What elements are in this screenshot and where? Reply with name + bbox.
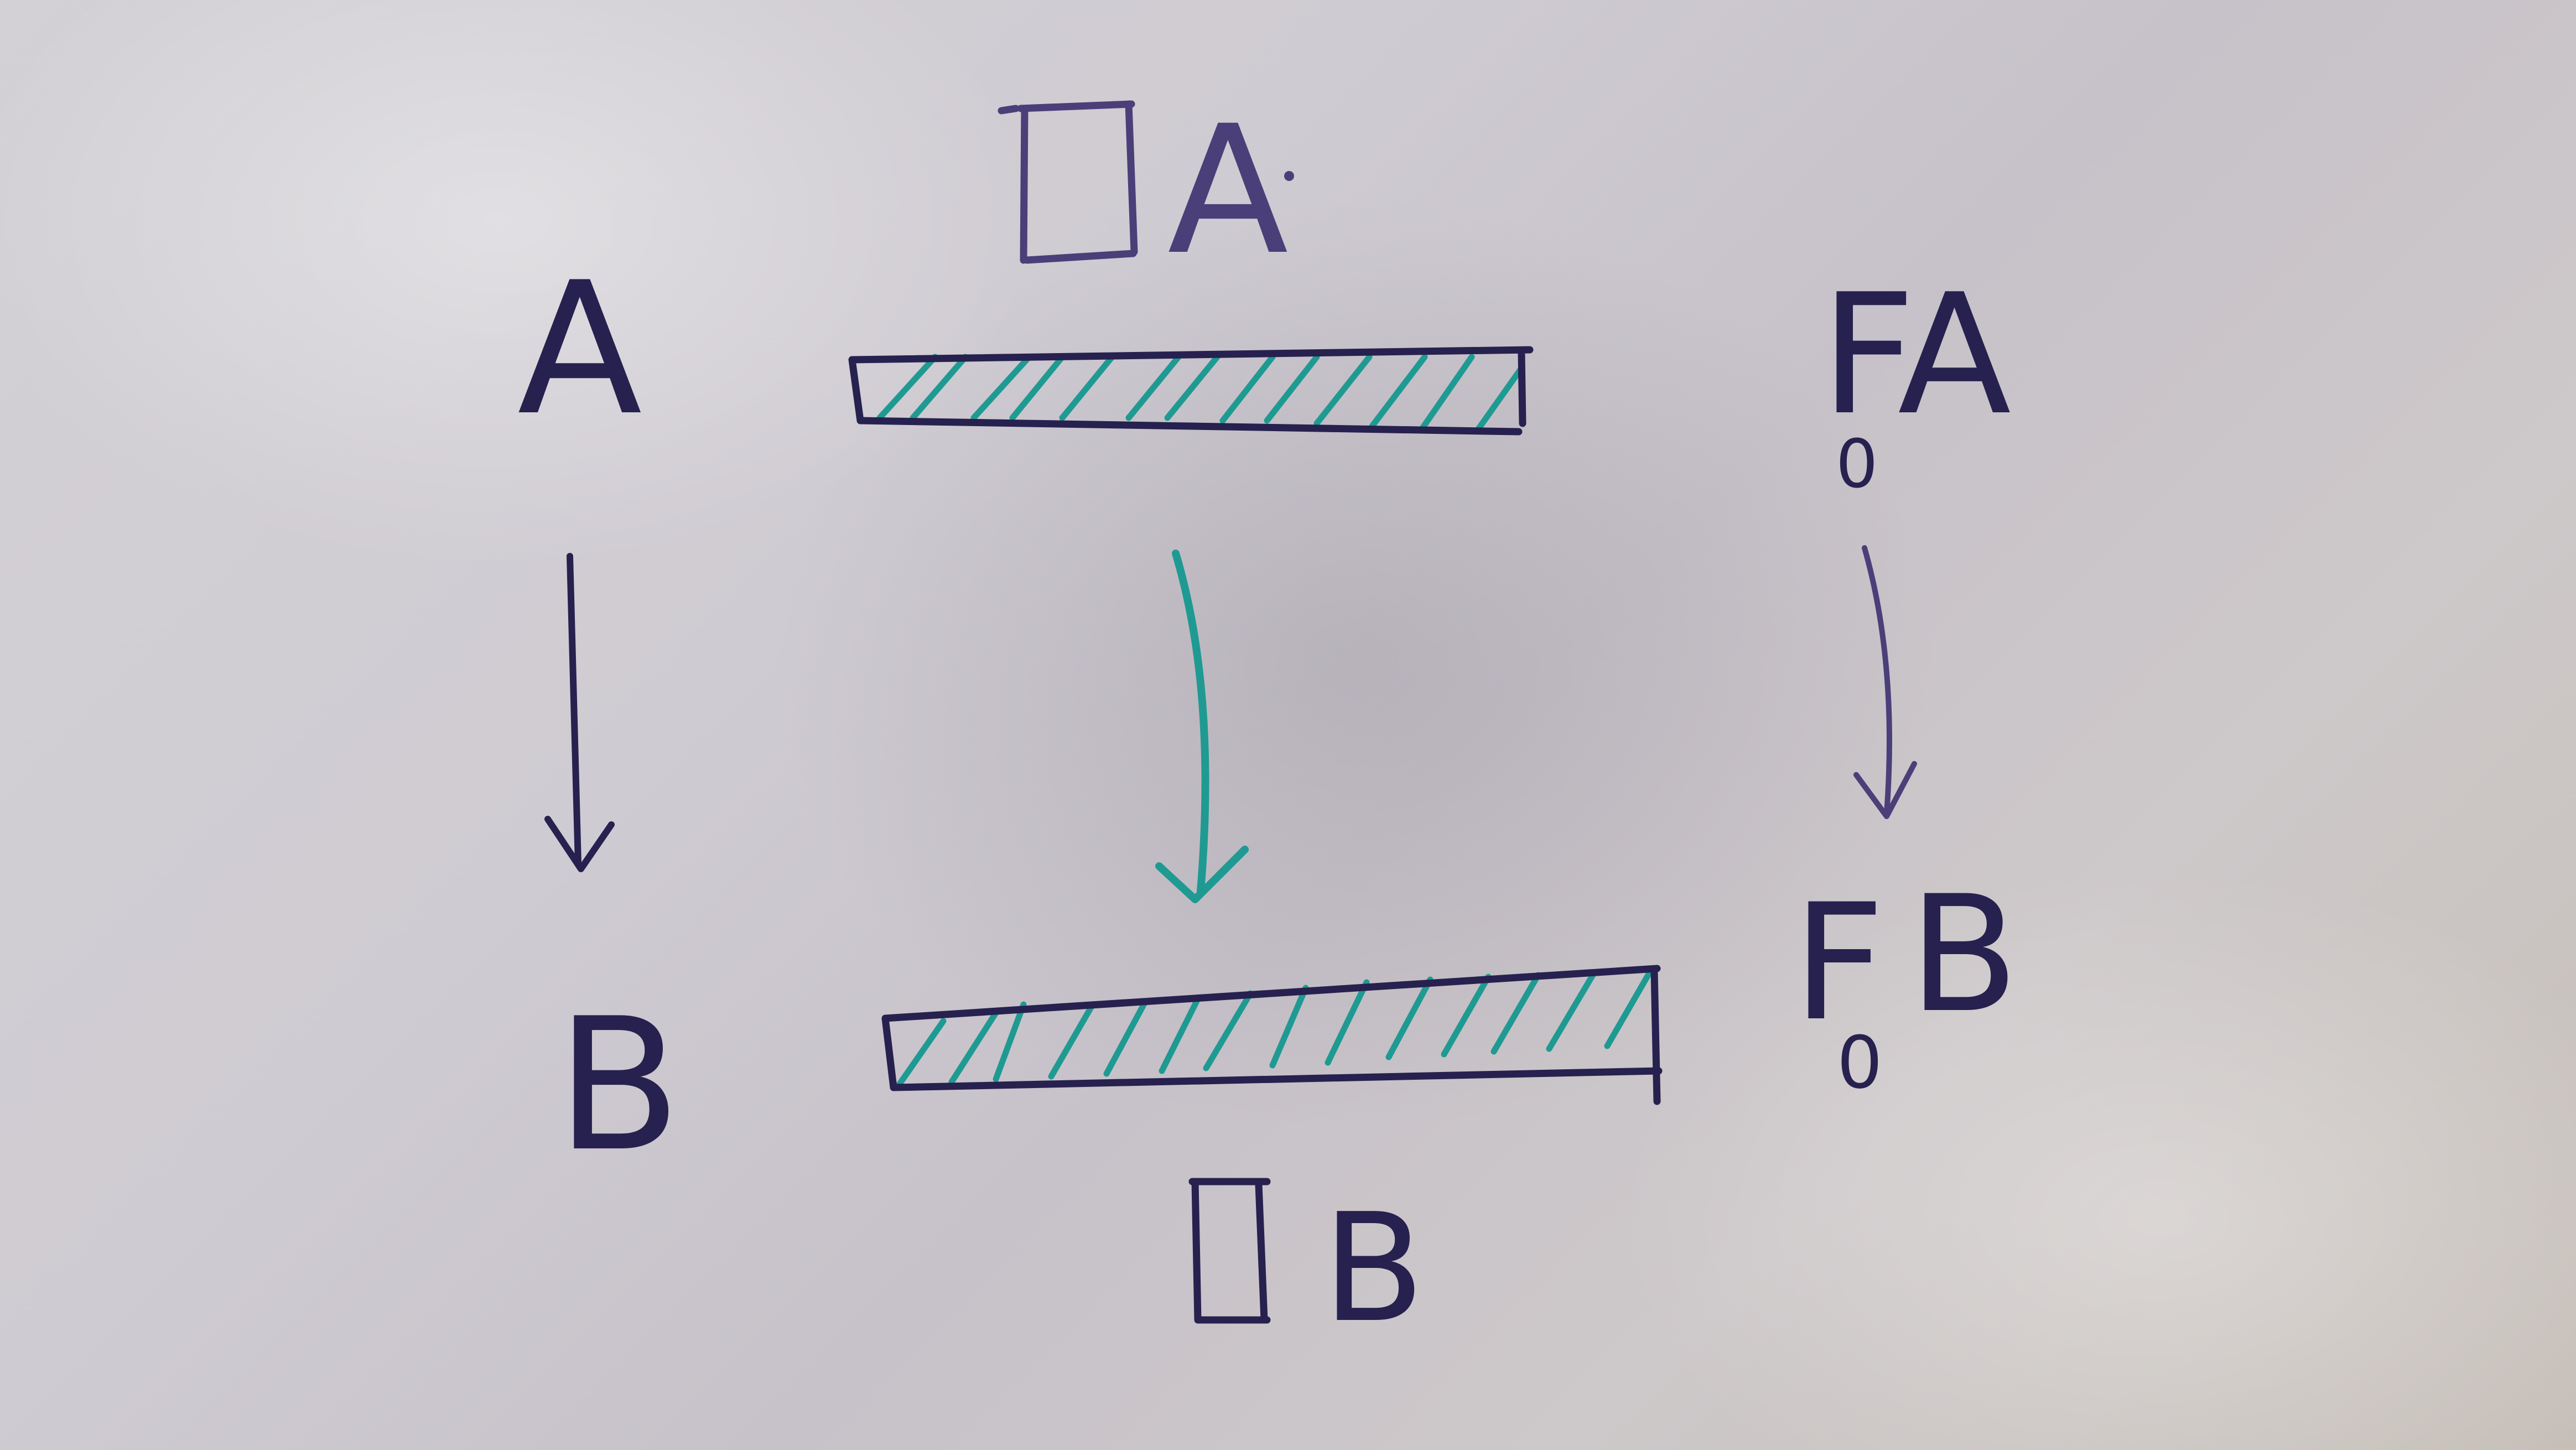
right-bottom-object: F B 0 (1793, 862, 2019, 1105)
middle-arrow (1155, 550, 1249, 903)
right-top-letter: A (1898, 258, 2012, 452)
right-arrow (1853, 545, 1917, 819)
right-bottom-letter: B (1909, 862, 2019, 1048)
square-operator-icon (1188, 1178, 1271, 1324)
top-hatched-bar (848, 346, 1534, 436)
left-arrow (544, 553, 615, 872)
right-bottom-subscript: 0 (1837, 1021, 1883, 1105)
right-top-object: F A 0 (1820, 258, 2012, 503)
left-top-object: A (517, 243, 643, 455)
top-box-label: A (998, 88, 1294, 294)
bottom-box-label: B (1188, 1178, 1425, 1355)
right-top-subscript: 0 (1836, 426, 1878, 503)
bottom-hatched-bar (881, 965, 1663, 1105)
square-operator-icon (998, 100, 1138, 264)
right-top-functor: F (1820, 258, 1916, 452)
top-box-letter: A (1167, 88, 1289, 294)
right-bottom-functor: F (1793, 870, 1885, 1057)
bottom-box-letter: B (1322, 1181, 1425, 1355)
left-bottom-object: B (556, 979, 681, 1192)
